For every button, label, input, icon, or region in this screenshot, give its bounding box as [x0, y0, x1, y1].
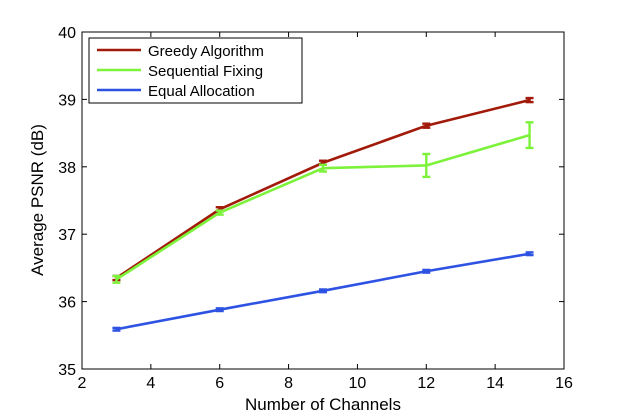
legend-label: Greedy Algorithm	[148, 43, 264, 60]
y-tick-label: 36	[58, 295, 76, 312]
y-axis-label: Average PSNR (dB)	[28, 124, 47, 276]
x-tick-label: 16	[555, 375, 573, 392]
x-tick-label: 2	[78, 375, 87, 392]
x-tick-label: 4	[146, 375, 155, 392]
y-tick-label: 38	[58, 160, 76, 177]
x-tick-label: 8	[284, 375, 293, 392]
y-tick-label: 39	[58, 92, 76, 109]
legend-label: Equal Allocation	[148, 83, 255, 100]
x-axis-label: Number of Channels	[245, 395, 401, 414]
series-greedy-algorithm	[112, 96, 534, 282]
x-tick-label: 14	[486, 375, 504, 392]
legend: Greedy Algorithm Sequential Fixing Equal A…	[88, 37, 303, 104]
x-tick-label: 12	[417, 375, 435, 392]
x-tick-label: 6	[215, 375, 224, 392]
x-tick-label: 10	[349, 375, 367, 392]
axis-ticks: 2 4 6 8 10 12 14 16 35 36 37 38 39 40	[58, 25, 573, 392]
legend-label: Sequential Fixing	[148, 63, 263, 80]
y-tick-label: 35	[58, 362, 76, 379]
series-equal-allocation	[112, 251, 534, 332]
y-tick-label: 40	[58, 25, 76, 42]
series-layer	[112, 96, 534, 332]
series-sequential-fixing	[112, 121, 534, 284]
y-tick-label: 37	[58, 227, 76, 244]
